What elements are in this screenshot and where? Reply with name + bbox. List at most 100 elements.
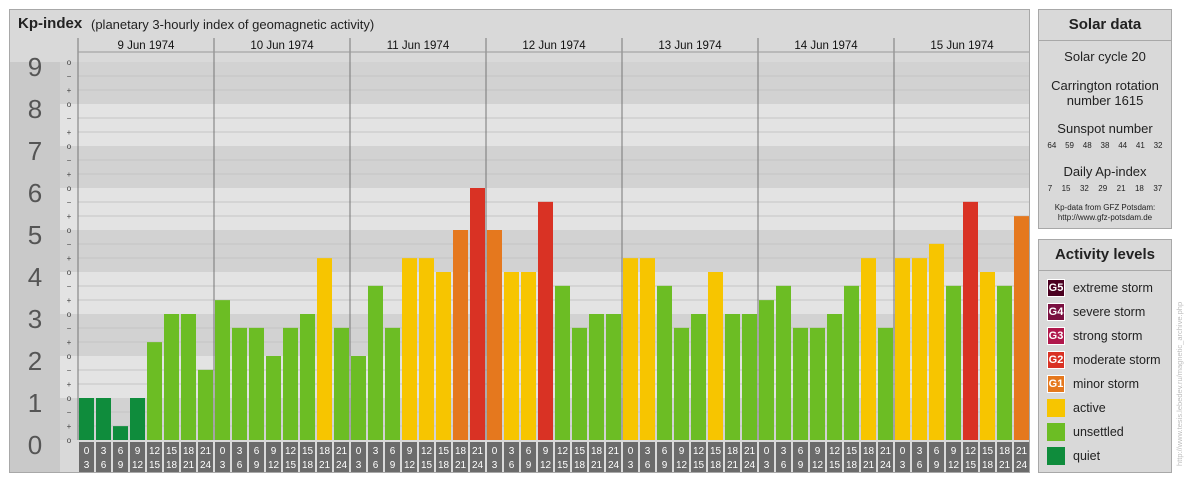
hour-end-label: 3 (492, 460, 498, 471)
kp-bar (691, 314, 706, 440)
hour-label-cell (980, 442, 995, 472)
hour-start-label: 12 (965, 446, 977, 457)
kp-bar (453, 230, 468, 440)
y-tick-label: 5 (28, 220, 42, 250)
hour-label-cell (776, 442, 791, 472)
hour-end-label: 24 (608, 460, 620, 471)
hour-end-label: 21 (863, 460, 875, 471)
kp-bar (300, 314, 315, 440)
hour-label-cell (929, 442, 944, 472)
hour-end-label: 21 (591, 460, 603, 471)
hour-end-label: 15 (965, 460, 977, 471)
hour-label-cell (742, 442, 757, 472)
hour-label-cell (436, 442, 451, 472)
kp-bar (317, 258, 332, 440)
hour-label-cell (691, 442, 706, 472)
hour-end-label: 18 (982, 460, 994, 471)
level-swatch (1047, 423, 1065, 441)
sunspot-value: 32 (1153, 141, 1163, 150)
hour-end-label: 6 (101, 460, 107, 471)
hour-end-label: 12 (812, 460, 824, 471)
hour-label-cell (368, 442, 383, 472)
kp-band-1 (10, 356, 1029, 398)
hour-start-label: 0 (220, 446, 226, 457)
hour-start-label: 9 (407, 446, 413, 457)
hour-label-cell (623, 442, 638, 472)
level-swatch: G3 (1047, 327, 1065, 345)
hour-start-label: 3 (917, 446, 923, 457)
sub-tick-marker: o (67, 436, 72, 445)
kp-bar (657, 285, 672, 440)
sub-tick-marker: + (67, 128, 72, 137)
sunspot-values: 64 59 48 38 44 41 32 (1039, 141, 1171, 150)
hour-start-label: 12 (421, 446, 433, 457)
hour-end-label: 21 (999, 460, 1011, 471)
kp-bar (470, 188, 485, 440)
kp-band-0 (10, 398, 1029, 440)
hour-end-label: 15 (829, 460, 841, 471)
kp-bar (759, 300, 774, 440)
chart-title: Kp-index (18, 15, 83, 32)
y-tick-label: 2 (28, 346, 42, 376)
hour-end-label: 24 (472, 460, 484, 471)
sunspot-value: 64 (1047, 141, 1057, 150)
kp-bar (147, 342, 162, 440)
hour-start-label: 15 (438, 446, 450, 457)
hour-label-cell (725, 442, 740, 472)
kp-band-4 (10, 230, 1029, 272)
hour-end-label: 21 (319, 460, 331, 471)
hour-end-label: 24 (336, 460, 348, 471)
sub-tick-marker: + (67, 86, 72, 95)
hour-label-cell (385, 442, 400, 472)
chart-subtitle: (planetary 3-hourly index of geomagnetic… (91, 17, 375, 32)
source-link[interactable]: http://www.gfz-potsdam.de (1057, 213, 1153, 222)
kp-bar (589, 314, 604, 440)
sub-tick-marker: + (67, 338, 72, 347)
hour-end-label: 12 (132, 460, 144, 471)
ap-value: 7 (1047, 184, 1053, 193)
hour-end-label: 9 (118, 460, 124, 471)
kp-bar (351, 356, 366, 440)
sub-tick-marker: o (67, 352, 72, 361)
hour-start-label: 3 (373, 446, 379, 457)
hour-end-label: 21 (727, 460, 739, 471)
hour-label-cell (538, 442, 553, 472)
day-header-label: 10 Jun 1974 (250, 40, 314, 52)
ap-value: 18 (1134, 184, 1144, 193)
kp-bar (164, 314, 179, 440)
level-label: unsettled (1073, 425, 1124, 439)
carrington-line-2: number 1615 (1066, 93, 1144, 108)
hour-end-label: 3 (84, 460, 90, 471)
kp-bar (79, 398, 94, 440)
hour-label-cell (164, 442, 179, 472)
hour-label-cell (130, 442, 145, 472)
hour-label-cell (402, 442, 417, 472)
hour-end-label: 15 (557, 460, 569, 471)
kp-band-6 (10, 146, 1029, 188)
kp-bar (623, 258, 638, 440)
kp-bar (402, 258, 417, 440)
y-tick-label: 0 (28, 430, 42, 460)
activity-levels-legend: G5 extreme storm G4 severe storm G3 strong st… (1039, 279, 1171, 465)
kp-bar (844, 285, 859, 440)
kp-bar (912, 258, 927, 440)
y-tick-label: 8 (28, 94, 42, 124)
level-swatch: G1 (1047, 375, 1065, 393)
kp-bar (385, 327, 400, 440)
kp-bar (436, 272, 451, 440)
hour-label-cell (572, 442, 587, 472)
kp-bar (742, 314, 757, 440)
sub-tick-marker: + (67, 254, 72, 263)
hour-label-cell (810, 442, 825, 472)
hour-start-label: 6 (934, 446, 940, 457)
level-swatch (1047, 399, 1065, 417)
watermark-text: http://www.tesis.lebedev.ru/magnetic_arc… (1175, 302, 1184, 466)
hour-end-label: 12 (268, 460, 280, 471)
kp-bar (997, 285, 1012, 440)
sunspot-value: 44 (1118, 141, 1128, 150)
hour-label-cell (963, 442, 978, 472)
hour-start-label: 12 (693, 446, 705, 457)
kp-bar (266, 356, 281, 440)
hour-start-label: 18 (727, 446, 739, 457)
hour-end-label: 18 (710, 460, 722, 471)
